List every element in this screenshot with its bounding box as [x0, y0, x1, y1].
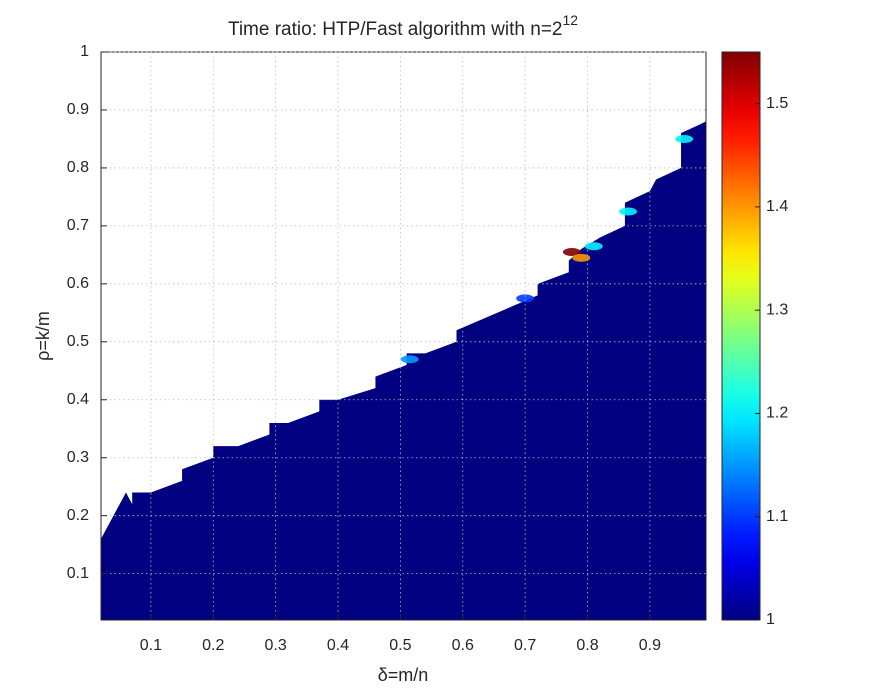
y-tick-label: 1: [80, 43, 89, 60]
y-axis-label: ρ=k/m: [33, 311, 53, 361]
x-tick-label: 0.5: [389, 637, 411, 654]
x-tick-label: 0.9: [639, 637, 661, 654]
y-tick-label: 0.1: [67, 565, 89, 582]
hotspot: [584, 242, 603, 251]
x-tick-label: 0.2: [202, 637, 224, 654]
colorbar-tick-label: 1.5: [766, 95, 788, 112]
colorbar-tick-label: 1: [766, 611, 775, 628]
colorbar-tick-label: 1.4: [766, 198, 788, 215]
y-tick-label: 0.2: [67, 507, 89, 524]
x-axis-label: δ=m/n: [378, 665, 429, 685]
hotspot: [572, 253, 591, 262]
colorbar-tick-label: 1.3: [766, 301, 788, 318]
colorbar-tick-label: 1.2: [766, 405, 788, 422]
x-tick-label: 0.8: [576, 637, 598, 654]
y-tick-label: 0.5: [67, 333, 89, 350]
y-tick-label: 0.8: [67, 159, 89, 176]
hotspot: [675, 135, 694, 144]
x-tick-label: 0.3: [265, 637, 287, 654]
x-tick-label: 0.6: [452, 637, 474, 654]
x-tick-label: 0.1: [140, 637, 162, 654]
y-tick-label: 0.7: [67, 217, 89, 234]
x-tick-label: 0.7: [514, 637, 536, 654]
y-tick-label: 0.6: [67, 275, 89, 292]
y-tick-label: 0.9: [67, 101, 89, 118]
hotspot: [400, 355, 419, 364]
contour-region: [101, 121, 706, 620]
hotspot: [516, 294, 535, 303]
y-tick-label: 0.4: [67, 391, 89, 408]
colorbar-tick-label: 1.1: [766, 508, 788, 525]
hotspot: [619, 207, 638, 216]
y-tick-label: 0.3: [67, 449, 89, 466]
chart-title: Time ratio: HTP/Fast algorithm with n=21…: [228, 12, 578, 40]
colorbar: [721, 51, 761, 621]
hotspot: [562, 248, 581, 257]
x-tick-label: 0.4: [327, 637, 349, 654]
